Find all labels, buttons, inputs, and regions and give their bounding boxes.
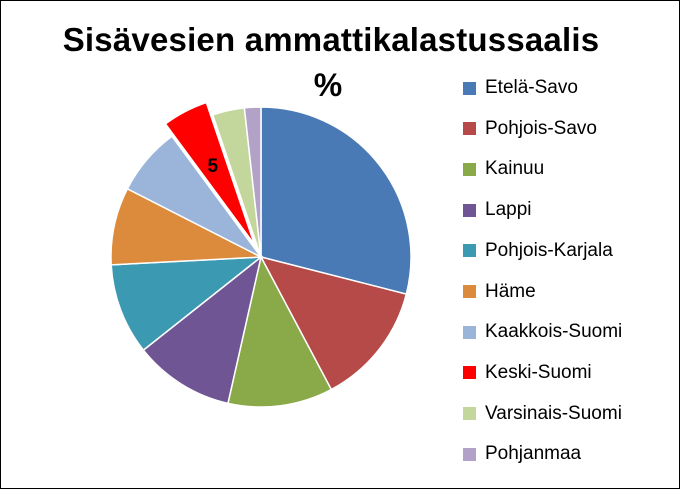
data-label: 5 xyxy=(208,156,219,177)
legend-swatch xyxy=(463,407,476,421)
pie-chart: 5 xyxy=(110,101,412,408)
pie-slice-kainuu xyxy=(227,254,333,408)
legend-label: Etelä-Savo xyxy=(485,77,578,98)
legend-swatch xyxy=(463,447,476,461)
legend-item: Lappi xyxy=(463,195,532,225)
legend-swatch xyxy=(463,81,476,95)
legend-swatch xyxy=(463,244,476,258)
legend-item: Pohjois-Karjala xyxy=(463,236,613,266)
legend-swatch xyxy=(463,325,476,339)
legend-item: Kaakkois-Suomi xyxy=(463,317,622,347)
pie-slice-etel-savo xyxy=(260,106,412,296)
legend-label: Kainuu xyxy=(485,158,545,180)
legend-label: Keski-Suomi xyxy=(485,361,592,383)
pie-slice-keski-suomi xyxy=(164,101,256,246)
legend-label: Kaakkois-Suomi xyxy=(485,321,623,343)
legend-item: Pohjois-Savo xyxy=(463,114,597,144)
legend-swatch xyxy=(463,122,476,136)
legend-label: Lappi xyxy=(485,199,532,221)
legend-label: Häme xyxy=(485,280,536,302)
pie-slice-pohjois-karjala xyxy=(110,256,264,352)
chart-subtitle: % xyxy=(313,67,343,103)
pie-slice-kaakkois-suomi xyxy=(126,135,262,258)
pie-slice-lappi xyxy=(142,255,263,405)
legend-label: Pohjois-Savo xyxy=(485,117,597,139)
legend-item: Etelä-Savo xyxy=(463,73,578,103)
legend-swatch xyxy=(463,366,476,380)
pie-slice-pohjois-savo xyxy=(259,255,408,391)
legend-label: Pohjois-Karjala xyxy=(485,239,613,261)
legend-swatch xyxy=(463,285,476,298)
legend-swatch xyxy=(463,203,476,217)
legend-item: Kainuu xyxy=(463,154,544,184)
legend-label: Varsinais-Suomi xyxy=(485,402,622,424)
pie-slice-pohjanmaa xyxy=(243,106,262,258)
legend-item: Pohjanmaa xyxy=(463,439,581,469)
legend-swatch xyxy=(463,162,476,176)
legend-label: Pohjanmaa xyxy=(485,443,582,465)
legend-item: Varsinais-Suomi xyxy=(463,399,622,429)
legend-item: Keski-Suomi xyxy=(463,358,592,388)
chart-title: Sisävesien ammattikalastussaalis xyxy=(62,21,600,58)
legend-item: Häme xyxy=(463,277,536,307)
